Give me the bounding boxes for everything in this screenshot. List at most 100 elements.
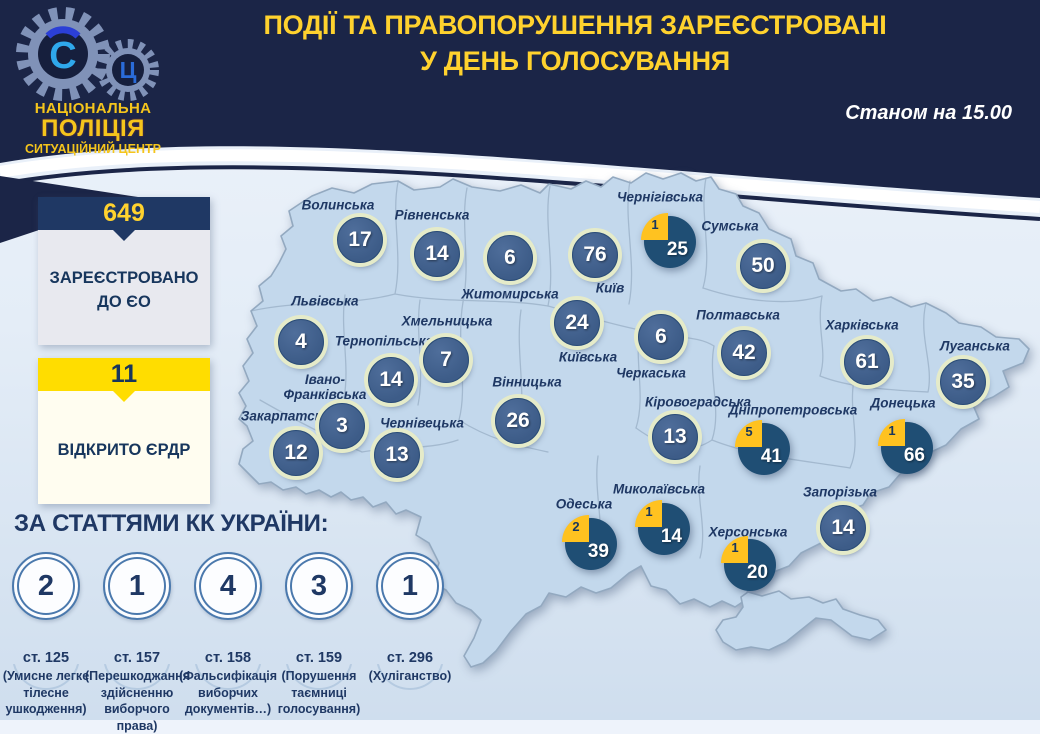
pie-main-value: 41 [760,446,782,467]
region-pie-marker: 1 20 [719,534,777,592]
region-count-marker: 13 [374,432,420,478]
pie-main-value: 25 [666,239,688,260]
region-count-marker: 4 [278,319,324,365]
page-title-line2: У ДЕНЬ ГОЛОСУВАННЯ [420,45,730,76]
opened-count-value: 11 [110,360,138,388]
timestamp: Станом на 15.00 [845,102,1012,124]
page-title-line1: ПОДІЇ ТА ПРАВОПОРУШЕННЯ ЗАРЕЄСТРОВАНІ [263,10,887,40]
article-number: ст. 159 [295,650,343,666]
region-count-marker: 50 [740,243,786,289]
pie-secondary-value: 5 [745,424,753,439]
region-label: Івано- Франківська [283,372,367,402]
region-count-marker: 14 [368,357,414,403]
article-description: (Порушення таємниці голосування) [277,669,361,716]
region-count-marker: 61 [844,339,890,385]
registered-label: ЗАРЕЄСТРОВАНО ДО ЄО [38,230,210,345]
region-count-marker: 6 [487,235,533,281]
registered-count: 649 [38,197,210,241]
region-label: Чернігівська [616,189,704,205]
article-count-circle: 2 [12,552,80,620]
region-label: Львівська [291,293,359,309]
region-count-marker: 13 [652,414,698,460]
article-number: ст. 125 [22,650,70,666]
region-count-marker: 76 [572,232,618,278]
card-arrow [113,230,135,241]
region-label: Запорізька [802,484,878,500]
region-label: Рівненська [394,207,470,223]
pie-secondary-value: 1 [888,423,896,438]
pie-main-value: 39 [587,541,609,562]
region-label: Чернівецька [380,415,464,431]
card-arrow [113,391,135,402]
article-number: ст. 296 [386,650,434,666]
gears-icon: С Ц [16,7,159,101]
region-count-marker: 12 [273,430,319,476]
pie-secondary-value: 1 [645,504,653,519]
region-count-marker: 14 [820,505,866,551]
region-count-marker: 26 [495,398,541,444]
pie-main-value: 66 [903,445,925,466]
pie-main-value: 20 [746,562,768,583]
article-item: 1 ст. 296 (Хуліганство) [358,552,462,685]
region-count-marker: 24 [554,300,600,346]
region-label: Хмельницька [401,313,493,329]
pie-secondary-value: 1 [651,217,659,232]
region-pie-marker: 2 39 [560,513,618,571]
pie-secondary-value: 1 [731,540,739,555]
region-label: Луганська [940,338,1010,354]
region-label: Вінницька [492,374,562,390]
police-situation-center-logo: С Ц НАЦІОНАЛЬНА ПОЛІЦІЯ СИТУАЦІЙНИЙ ЦЕНТ… [0,0,200,168]
region-label: Дніпропетровська [728,402,858,418]
article-item: 3 ст. 159 (Порушення таємниці голосування) [267,552,371,718]
region-pie-marker: 5 41 [733,418,791,476]
region-count-marker: 14 [414,231,460,277]
region-label: Черкаська [616,365,686,381]
region-label: Харківська [825,317,899,333]
region-label: Миколаївська [612,481,706,497]
article-count-circle: 1 [376,552,444,620]
registered-count-value: 649 [103,199,145,227]
region-label: Київська [558,349,618,365]
region-count-marker: 7 [423,337,469,383]
region-label: Тернопільська [334,333,434,349]
article-description: (Умисне легке тілесне ушкодження) [2,669,90,716]
article-item: 2 ст. 125 (Умисне легке тілесне ушкодження… [0,552,98,718]
region-pie-marker: 1 14 [633,498,691,556]
article-item: 1 ст. 157 (Перешкоджання здійсненню виборч… [85,552,190,734]
region-count-marker: 3 [319,403,365,449]
article-count-circle: 3 [285,552,353,620]
logo-org-line3: СИТУАЦІЙНИЙ ЦЕНТР [24,142,162,156]
region-label: Полтавська [696,307,780,323]
article-item: 4 ст. 158 (Фальсифікація виборчих документ… [176,552,280,718]
opened-stat-card: 11 ВІДКРИТО ЄРДР [38,358,210,504]
article-description: (Хуліганство) [368,669,452,683]
gear-letter-s: С [49,35,76,77]
region-count-marker: 42 [721,330,767,376]
registered-stat-card: 649 ЗАРЕЄСТРОВАНО ДО ЄО [38,197,210,345]
region-pie-marker: 1 66 [876,417,934,475]
article-count-circle: 4 [194,552,262,620]
articles-heading: ЗА СТАТТЯМИ КК УКРАЇНИ: [14,510,329,537]
region-label: Київ [595,280,625,296]
region-count-marker: 17 [337,217,383,263]
logo-org-line2: ПОЛІЦІЯ [41,115,145,142]
region-label: Донецька [870,395,936,411]
region-label: Житомирська [461,286,559,302]
region-label: Сумська [701,218,759,234]
opened-count: 11 [38,358,210,402]
article-number: ст. 158 [204,650,252,666]
page-title: ПОДІЇ ТА ПРАВОПОРУШЕННЯ ЗАРЕЄСТРОВАНІ У … [250,8,900,79]
article-count-circle: 1 [103,552,171,620]
gear-letter-ts: Ц [120,57,137,83]
region-label: Одеська [555,496,613,512]
region-pie-marker: 1 25 [639,211,697,269]
region-label: Волинська [301,197,375,213]
region-count-marker: 35 [940,359,986,405]
pie-secondary-value: 2 [572,519,580,534]
opened-label: ВІДКРИТО ЄРДР [38,391,210,504]
article-description: (Фальсифікація виборчих документів…) [178,669,278,716]
crimea-outline [715,590,887,651]
region-count-marker: 6 [638,314,684,360]
article-number: ст. 157 [113,650,161,666]
